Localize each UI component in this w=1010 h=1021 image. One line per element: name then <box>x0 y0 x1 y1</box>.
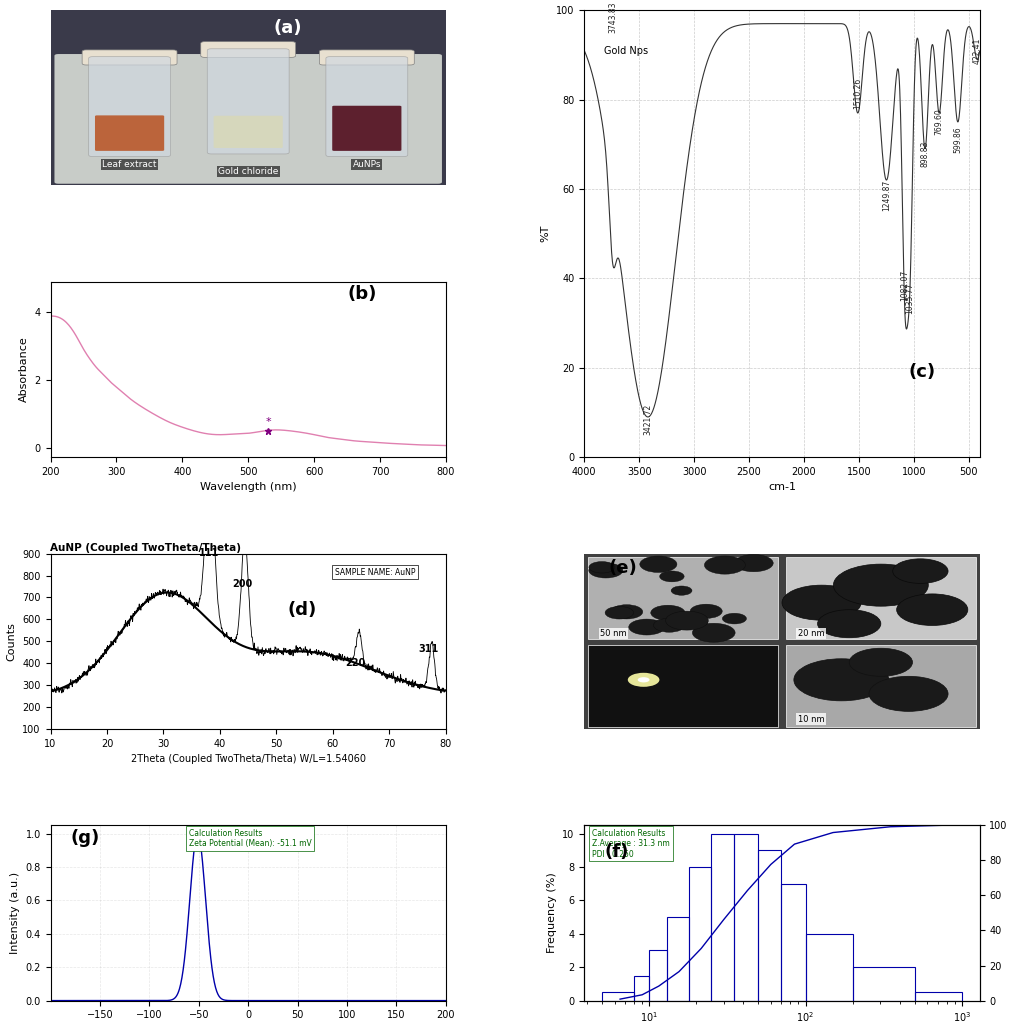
Text: AuNP (Coupled TwoTheta/Theta): AuNP (Coupled TwoTheta/Theta) <box>50 543 241 552</box>
Bar <box>852 967 915 1001</box>
Circle shape <box>722 614 746 624</box>
FancyBboxPatch shape <box>201 42 296 57</box>
Circle shape <box>671 586 692 595</box>
FancyBboxPatch shape <box>326 56 408 156</box>
Circle shape <box>660 571 684 582</box>
Circle shape <box>666 612 708 630</box>
Circle shape <box>704 556 745 574</box>
Bar <box>734 833 759 1001</box>
Bar <box>786 644 976 727</box>
Text: 311: 311 <box>419 644 439 654</box>
Text: (b): (b) <box>347 286 377 303</box>
Circle shape <box>650 605 685 621</box>
Bar <box>782 884 806 1001</box>
FancyBboxPatch shape <box>89 56 171 156</box>
Bar <box>667 917 689 1001</box>
Circle shape <box>684 618 707 628</box>
Text: *: * <box>266 418 271 428</box>
X-axis label: Wavelength (nm): Wavelength (nm) <box>200 483 297 492</box>
Text: 10 nm: 10 nm <box>798 715 824 724</box>
Bar <box>588 644 778 727</box>
Circle shape <box>817 610 881 638</box>
X-axis label: cm-1: cm-1 <box>768 483 796 492</box>
Circle shape <box>849 648 912 676</box>
Text: 422.41: 422.41 <box>973 38 982 64</box>
Text: 3743.83: 3743.83 <box>608 1 617 33</box>
Circle shape <box>734 554 774 572</box>
Circle shape <box>869 676 948 712</box>
Text: Calculation Results
Zeta Potential (Mean): -51.1 mV: Calculation Results Zeta Potential (Mean… <box>189 829 312 848</box>
Bar <box>759 850 782 1001</box>
Text: 1035.77: 1035.77 <box>905 283 914 314</box>
Text: 111: 111 <box>199 548 219 558</box>
Circle shape <box>639 556 677 573</box>
FancyBboxPatch shape <box>213 115 283 148</box>
FancyBboxPatch shape <box>82 50 177 65</box>
Bar <box>588 557 778 639</box>
Bar <box>689 867 711 1001</box>
Bar <box>786 557 976 639</box>
Bar <box>602 992 634 1001</box>
Circle shape <box>794 659 889 700</box>
Circle shape <box>610 604 642 619</box>
Text: 599.86: 599.86 <box>953 127 963 153</box>
Text: Gold chloride: Gold chloride <box>218 167 279 176</box>
Circle shape <box>897 594 968 626</box>
Text: (a): (a) <box>274 18 302 37</box>
Text: 20 nm: 20 nm <box>798 629 824 638</box>
Circle shape <box>589 563 623 578</box>
Text: SAMPLE NAME: AuNP: SAMPLE NAME: AuNP <box>335 568 416 577</box>
Circle shape <box>690 604 722 619</box>
Circle shape <box>629 619 665 635</box>
Text: (e): (e) <box>608 558 636 577</box>
Bar <box>634 975 649 1001</box>
FancyBboxPatch shape <box>95 115 165 151</box>
FancyBboxPatch shape <box>332 106 401 151</box>
Text: 200: 200 <box>232 579 252 589</box>
Circle shape <box>605 606 633 619</box>
Text: 898.83: 898.83 <box>920 140 929 166</box>
X-axis label: 2Theta (Coupled TwoTheta/Theta) W/L=1.54060: 2Theta (Coupled TwoTheta/Theta) W/L=1.54… <box>130 755 366 764</box>
Text: (d): (d) <box>288 601 317 619</box>
Text: Leaf extract: Leaf extract <box>102 160 157 168</box>
Text: 3421.72: 3421.72 <box>643 403 652 435</box>
Y-axis label: Intensity (a.u.): Intensity (a.u.) <box>10 872 20 954</box>
Text: (f): (f) <box>604 843 628 861</box>
Bar <box>915 992 962 1001</box>
Text: Gold Nps: Gold Nps <box>604 46 648 56</box>
Y-axis label: Absorbance: Absorbance <box>19 337 29 402</box>
Circle shape <box>589 562 615 573</box>
Bar <box>649 951 667 1001</box>
Y-axis label: Frequency (%): Frequency (%) <box>546 873 557 954</box>
Text: 1510.26: 1510.26 <box>853 78 863 108</box>
Text: 1082.07: 1082.07 <box>900 270 909 301</box>
Circle shape <box>687 617 708 627</box>
Circle shape <box>893 558 948 583</box>
Y-axis label: %T: %T <box>540 225 550 242</box>
FancyBboxPatch shape <box>55 54 442 184</box>
Circle shape <box>833 565 928 606</box>
Text: Calculation Results
Z.Average : 31.3 nm
PDI : 0.250: Calculation Results Z.Average : 31.3 nm … <box>592 829 670 859</box>
Circle shape <box>693 623 735 642</box>
Text: 769.60: 769.60 <box>934 108 943 136</box>
FancyBboxPatch shape <box>207 49 289 154</box>
Circle shape <box>637 677 649 682</box>
Circle shape <box>782 585 862 620</box>
Text: (c): (c) <box>909 362 935 381</box>
Bar <box>711 833 734 1001</box>
Y-axis label: Counts: Counts <box>7 622 17 661</box>
Circle shape <box>653 619 685 632</box>
Circle shape <box>628 673 660 687</box>
Text: (g): (g) <box>71 829 100 846</box>
Text: AuNPs: AuNPs <box>352 160 381 168</box>
FancyBboxPatch shape <box>319 50 414 65</box>
Bar <box>806 934 852 1001</box>
Text: 220: 220 <box>345 658 366 668</box>
Text: 50 nm: 50 nm <box>600 629 627 638</box>
Text: 1249.87: 1249.87 <box>882 180 891 211</box>
